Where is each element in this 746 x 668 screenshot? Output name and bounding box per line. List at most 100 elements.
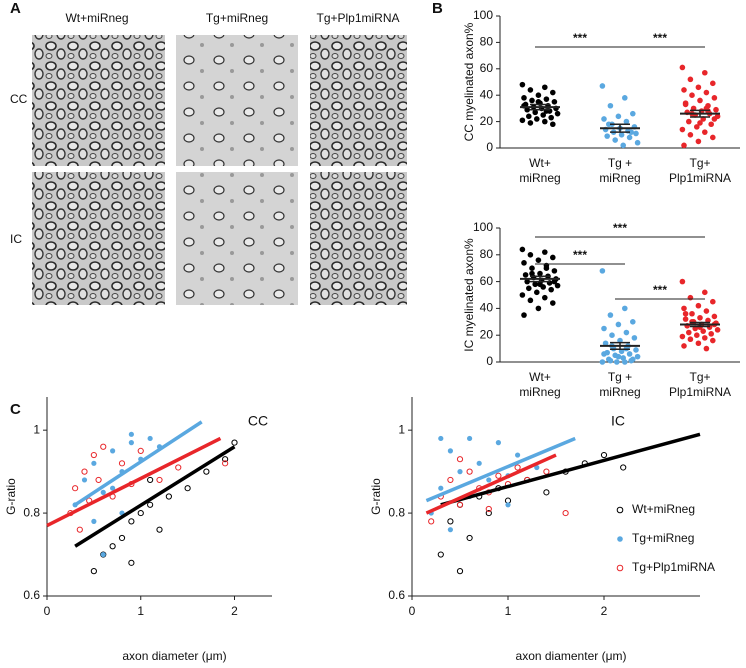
data-point — [620, 142, 626, 149]
y-tick-label: 40 — [480, 87, 494, 101]
data-point — [626, 134, 633, 141]
panel-label: B — [432, 0, 443, 17]
data-point — [703, 345, 710, 352]
data-point — [681, 142, 687, 149]
data-point — [599, 83, 606, 89]
data-point — [633, 130, 639, 137]
data-point — [633, 347, 639, 353]
data-point — [600, 451, 608, 459]
data-point — [550, 89, 556, 96]
data-point — [521, 260, 527, 266]
y-tick-label: 80 — [480, 247, 494, 261]
data-point — [72, 485, 79, 492]
error-bar — [530, 275, 550, 283]
data-point — [456, 568, 464, 575]
data-point — [681, 87, 687, 93]
data-point — [710, 134, 716, 141]
y-tick-label: 0 — [486, 354, 493, 368]
legend-label: Tg+miRneg — [632, 531, 694, 545]
data-point — [681, 305, 687, 312]
data-point — [551, 278, 558, 285]
data-point — [447, 518, 454, 525]
y-axis-label: G-ratio — [369, 478, 383, 515]
panel-label: C — [10, 401, 21, 418]
data-point — [128, 518, 135, 525]
micrograph — [32, 35, 165, 166]
error-bar — [690, 321, 710, 328]
fit-line — [46, 436, 222, 528]
data-point — [534, 289, 540, 296]
data-point — [529, 97, 535, 104]
data-point — [203, 468, 210, 475]
data-point — [697, 120, 703, 126]
data-point — [711, 313, 718, 320]
fit-line — [74, 445, 236, 548]
error-bar — [610, 123, 630, 133]
data-point — [694, 124, 700, 130]
data-point — [686, 329, 692, 336]
data-point — [137, 509, 144, 517]
data-point — [537, 281, 543, 288]
data-point — [682, 316, 689, 322]
data-point — [550, 121, 556, 128]
micrograph — [176, 35, 298, 166]
data-point — [486, 477, 492, 483]
y-tick-label: 0.8 — [388, 505, 405, 519]
column-header: Tg+Plp1miRNA — [316, 11, 399, 25]
x-tick-label: 0 — [44, 604, 51, 618]
data-point — [91, 460, 97, 466]
data-point — [529, 265, 535, 272]
x-axis-label: axon diamenter (μm) — [516, 649, 627, 663]
y-tick-label: 60 — [480, 274, 494, 288]
data-point — [100, 489, 106, 495]
data-point — [679, 333, 686, 340]
data-point — [602, 340, 609, 347]
data-point — [476, 460, 482, 466]
data-point — [714, 327, 721, 333]
data-point — [118, 460, 126, 467]
data-point — [708, 121, 714, 128]
data-point — [447, 527, 453, 533]
y-tick-label: 1 — [33, 422, 40, 436]
micrograph — [310, 172, 407, 305]
y-tick-label: 20 — [480, 114, 494, 128]
data-point — [694, 332, 700, 339]
panel-label: A — [10, 0, 21, 17]
data-point — [156, 526, 163, 533]
data-point — [542, 118, 548, 125]
data-point — [519, 81, 526, 88]
data-point — [687, 76, 694, 83]
data-point — [90, 568, 97, 575]
x-tick-label: Wt+ — [529, 156, 551, 170]
x-tick-label: 2 — [601, 604, 608, 618]
fit-line — [74, 420, 203, 507]
data-point — [711, 116, 718, 122]
data-point — [543, 96, 550, 102]
data-point — [485, 505, 492, 513]
data-point — [695, 84, 702, 91]
data-point — [615, 113, 622, 120]
data-point — [562, 509, 569, 517]
data-point — [515, 452, 521, 458]
data-point — [128, 431, 134, 437]
data-point — [521, 95, 527, 101]
data-point — [457, 469, 463, 475]
x-tick-label: 1 — [137, 604, 144, 618]
data-point — [184, 485, 191, 492]
data-point — [679, 64, 686, 71]
data-point — [505, 502, 511, 508]
fit-line — [440, 432, 701, 507]
data-point — [708, 331, 714, 337]
y-axis-label: IC myelinated axon% — [462, 238, 476, 352]
data-point — [687, 132, 694, 138]
y-tick-label: 40 — [480, 301, 494, 315]
data-point — [634, 353, 641, 360]
data-point — [175, 464, 182, 471]
data-point — [467, 435, 473, 442]
data-point — [631, 335, 638, 341]
legend-marker — [616, 506, 624, 514]
data-point — [526, 113, 532, 120]
data-point — [623, 118, 630, 125]
chart-title: IC — [611, 413, 625, 429]
y-tick-label: 1 — [398, 422, 405, 436]
